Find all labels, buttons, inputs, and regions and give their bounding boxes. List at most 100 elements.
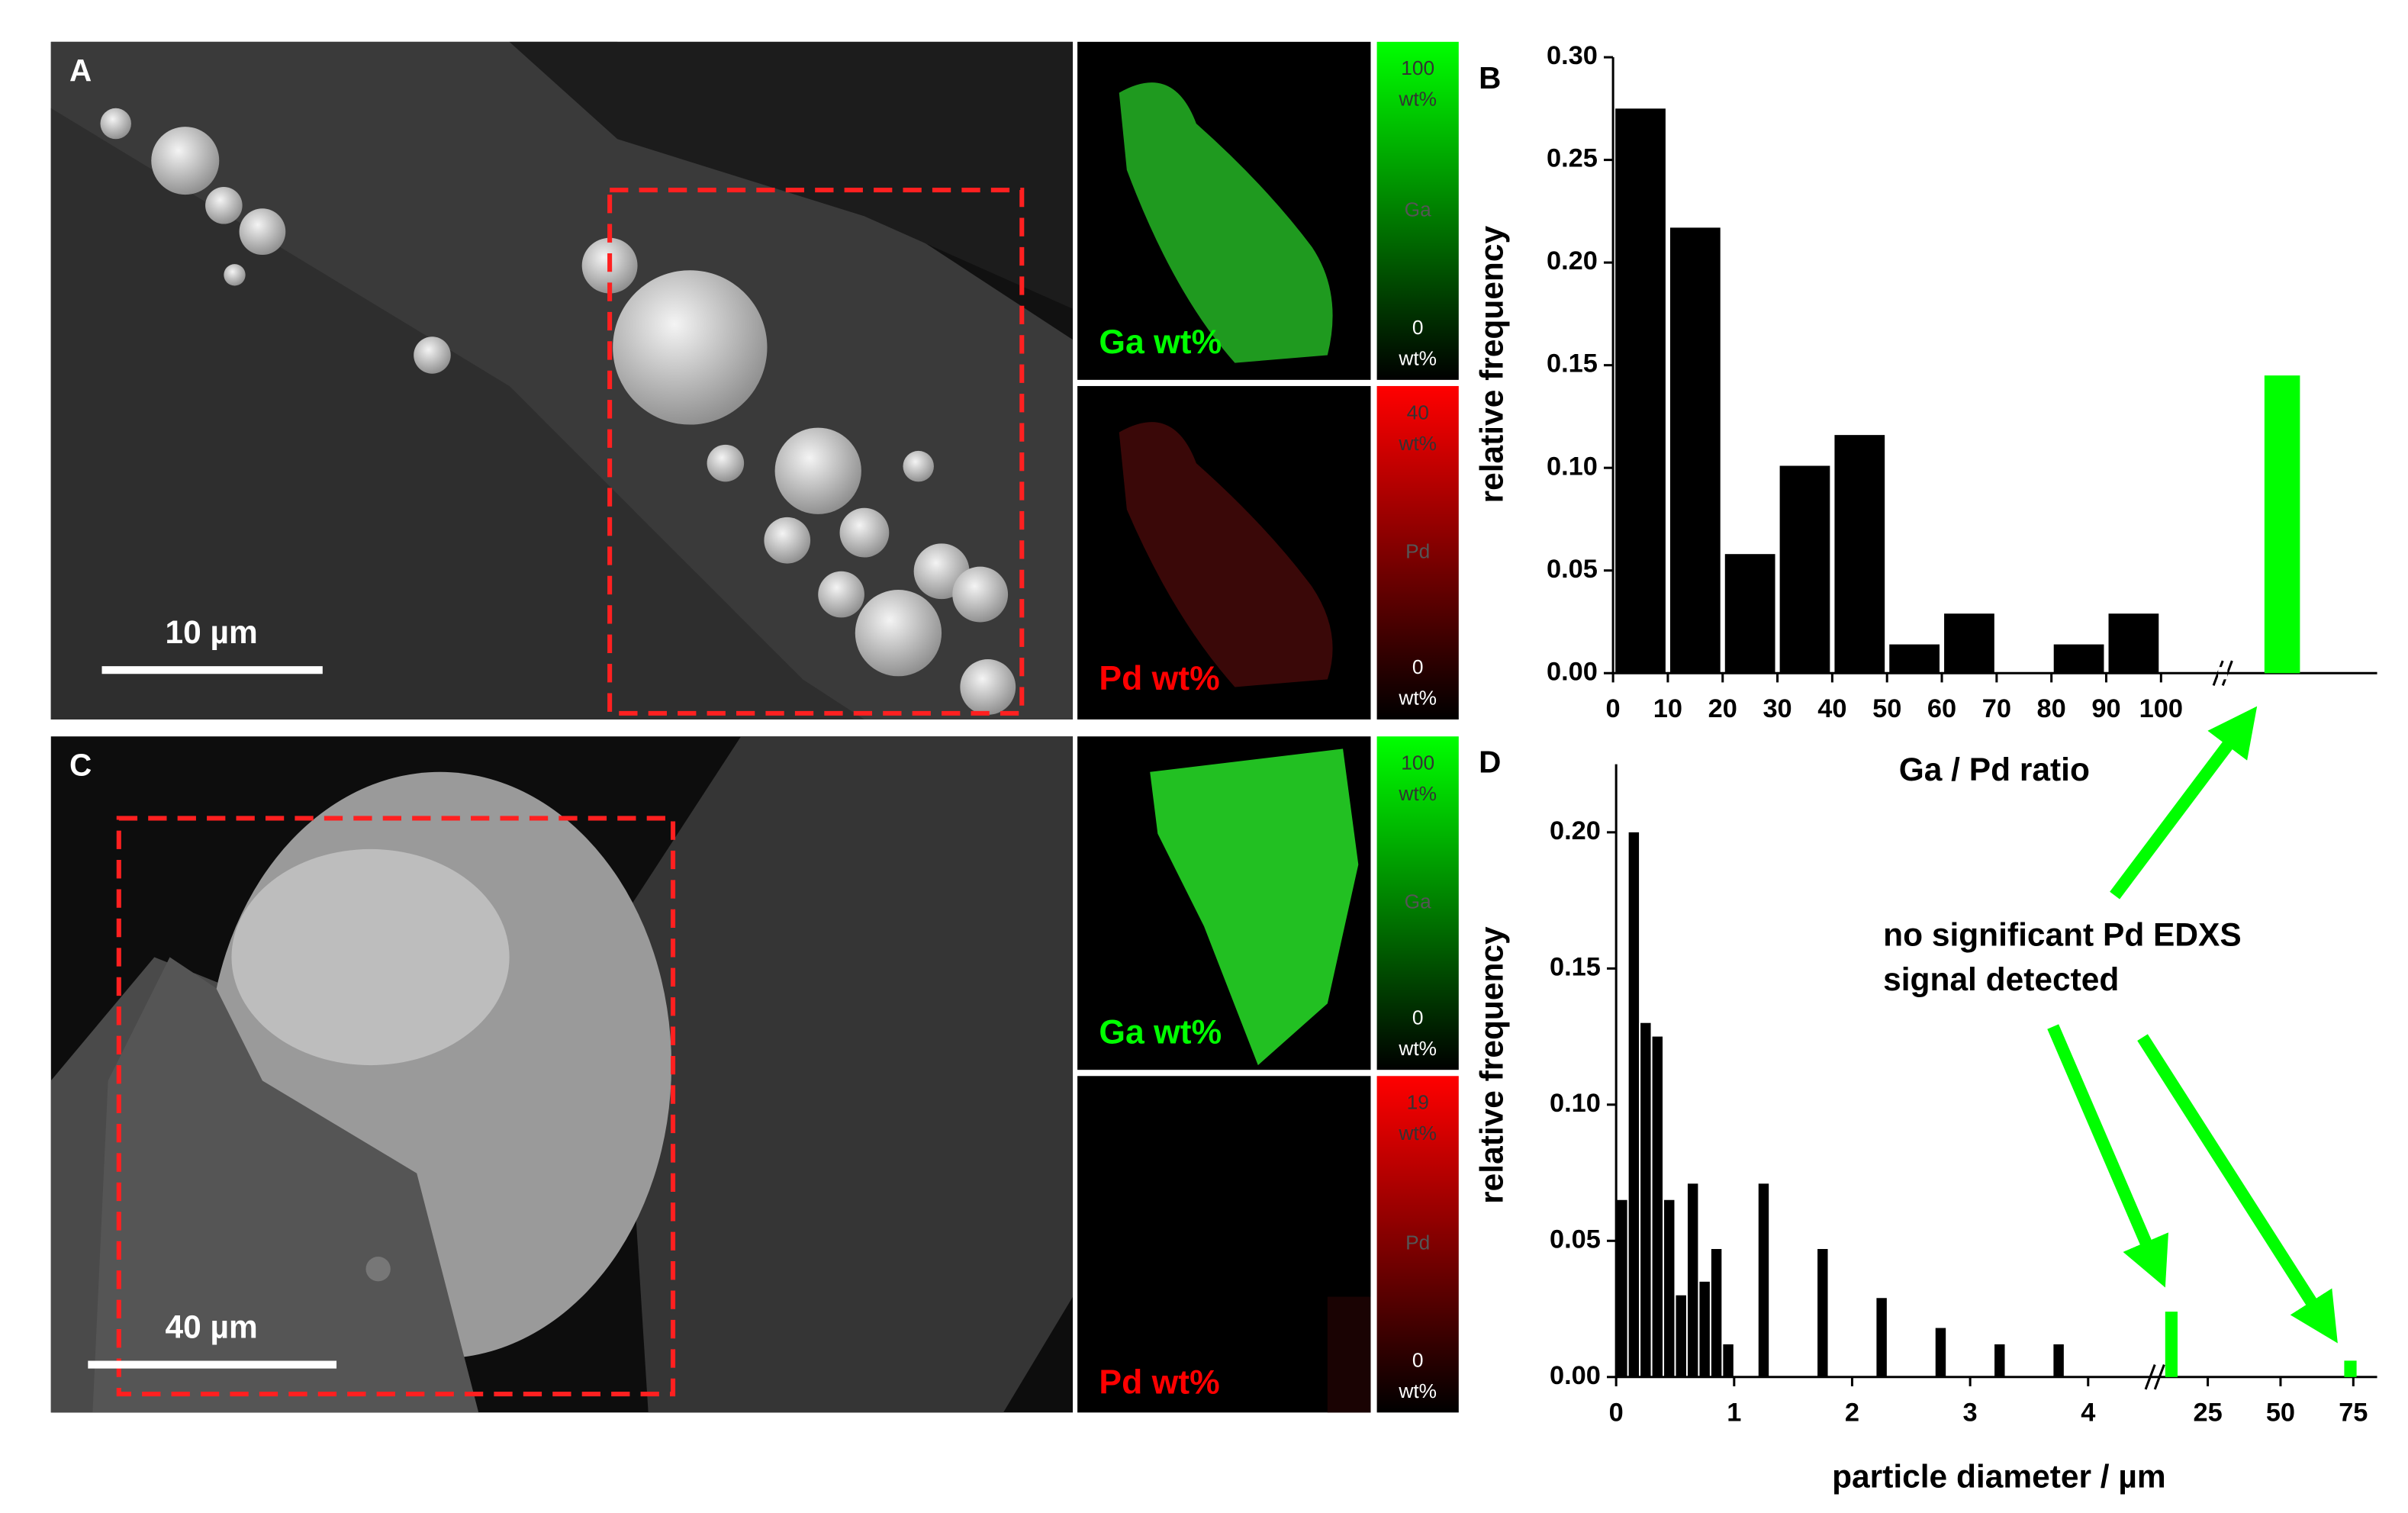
bar bbox=[1676, 1295, 1686, 1377]
bar bbox=[1834, 435, 1885, 674]
micrograph-a bbox=[50, 41, 1074, 719]
y-tick-label: 0.15 bbox=[1547, 349, 1598, 378]
y-tick-label: 0.00 bbox=[1547, 657, 1598, 686]
x-tick-label: 4 bbox=[2081, 1398, 2095, 1427]
x-tick-label: 50 bbox=[1872, 694, 1901, 723]
y-tick-label: 0.15 bbox=[1550, 952, 1601, 981]
bar bbox=[1664, 1199, 1675, 1377]
colorbar-max: 100 bbox=[1401, 752, 1434, 774]
bar bbox=[1640, 1022, 1651, 1377]
scale-bar-label: 40 µm bbox=[166, 1309, 258, 1345]
y-tick-label: 0.10 bbox=[1550, 1089, 1601, 1118]
bar bbox=[2053, 1344, 2064, 1377]
bar bbox=[1652, 1036, 1663, 1377]
bar bbox=[1935, 1328, 1946, 1377]
bar bbox=[1723, 1344, 1734, 1377]
map-label: Ga wt% bbox=[1099, 324, 1222, 361]
colorbar-min: 0 bbox=[1412, 655, 1424, 678]
x-axis-label: Ga / Pd ratio bbox=[1899, 752, 2090, 788]
bar bbox=[1779, 465, 1830, 674]
y-tick-label: 0.25 bbox=[1547, 144, 1598, 173]
y-tick-label: 0.20 bbox=[1550, 816, 1601, 845]
y-axis-label: relative frequency bbox=[1475, 226, 1511, 504]
x-tick-label: 1 bbox=[1727, 1398, 1741, 1427]
x2-tick-label: 75 bbox=[2339, 1398, 2368, 1427]
map-label: Pd wt% bbox=[1099, 1364, 1219, 1402]
colorbar-max: 100 bbox=[1401, 56, 1434, 79]
panel-label: A bbox=[69, 53, 92, 88]
colorbar-max: 19 bbox=[1407, 1091, 1429, 1114]
annotation: no significant Pd EDXS bbox=[1883, 917, 2242, 953]
map-ga-c bbox=[1077, 736, 1371, 1070]
x-tick-label: 20 bbox=[1708, 694, 1737, 723]
x-tick-label: 90 bbox=[2091, 694, 2120, 723]
y-tick-label: 0.00 bbox=[1550, 1361, 1601, 1390]
panel-label: D bbox=[1479, 744, 1501, 779]
colorbar bbox=[1376, 736, 1459, 1070]
break-bar bbox=[2344, 1360, 2357, 1377]
colorbar-min: 0 bbox=[1412, 1348, 1424, 1371]
x-tick-label: 100 bbox=[2139, 694, 2183, 723]
x-tick-label: 2 bbox=[1845, 1398, 1859, 1427]
x-tick-label: 0 bbox=[1606, 694, 1621, 723]
annotation-arrows bbox=[2047, 706, 2338, 1344]
bar bbox=[1711, 1249, 1722, 1377]
map-label: Pd wt% bbox=[1099, 660, 1219, 697]
colorbar-min: 0 bbox=[1412, 316, 1424, 339]
colorbar-max-unit: wt% bbox=[1398, 432, 1437, 455]
colorbar-min-unit: wt% bbox=[1398, 1379, 1437, 1402]
colorbar-max: 40 bbox=[1407, 401, 1429, 423]
y-tick-label: 0.05 bbox=[1547, 555, 1598, 584]
colorbar-min: 0 bbox=[1412, 1006, 1424, 1029]
colorbar-min-unit: wt% bbox=[1398, 1037, 1437, 1060]
colorbar bbox=[1376, 41, 1459, 380]
bar bbox=[1758, 1183, 1769, 1377]
bar bbox=[1876, 1298, 1887, 1377]
panel-label: C bbox=[69, 747, 92, 782]
colorbar bbox=[1376, 1076, 1459, 1413]
colorbar-element: Pd bbox=[1405, 1231, 1430, 1254]
bar bbox=[1724, 554, 1775, 674]
y-tick-label: 0.10 bbox=[1547, 452, 1598, 481]
colorbar-max-unit: wt% bbox=[1398, 88, 1437, 111]
panel-label: B bbox=[1479, 60, 1501, 95]
bar bbox=[1617, 1199, 1627, 1377]
x-tick-label: 80 bbox=[2037, 694, 2066, 723]
x-tick-label: 40 bbox=[1817, 694, 1846, 723]
bar bbox=[1944, 613, 1994, 674]
bar bbox=[1669, 227, 1721, 674]
bar bbox=[1687, 1183, 1698, 1377]
x-tick-label: 3 bbox=[1963, 1398, 1978, 1427]
break-bar bbox=[2264, 375, 2300, 674]
map-label: Ga wt% bbox=[1099, 1013, 1222, 1051]
bar bbox=[1615, 108, 1666, 674]
map-pd-a bbox=[1077, 385, 1371, 719]
bar bbox=[2108, 613, 2159, 674]
y-axis-label: relative frequency bbox=[1475, 926, 1511, 1204]
axis-break bbox=[2144, 660, 2233, 1390]
colorbar-min-unit: wt% bbox=[1398, 687, 1437, 710]
map-ga-a bbox=[1077, 41, 1371, 380]
break-bar bbox=[2165, 1312, 2178, 1377]
x2-tick-label: 25 bbox=[2193, 1398, 2222, 1427]
x-tick-label: 30 bbox=[1763, 694, 1792, 723]
bar bbox=[1699, 1281, 1710, 1377]
x-tick-label: 70 bbox=[1982, 694, 2011, 723]
bar bbox=[1817, 1249, 1828, 1377]
micrograph-c bbox=[50, 736, 1074, 1413]
colorbar bbox=[1376, 385, 1459, 719]
bar bbox=[1994, 1344, 2005, 1377]
colorbar-min-unit: wt% bbox=[1398, 347, 1437, 370]
colorbar-element: Ga bbox=[1405, 198, 1431, 221]
y-tick-label: 0.30 bbox=[1547, 41, 1598, 70]
y-tick-label: 0.20 bbox=[1547, 246, 1598, 275]
colorbar-element: Ga bbox=[1405, 890, 1431, 913]
colorbar-max-unit: wt% bbox=[1398, 782, 1437, 805]
x-tick-label: 10 bbox=[1653, 694, 1682, 723]
colorbar-element: Pd bbox=[1405, 539, 1430, 562]
x-tick-label: 60 bbox=[1927, 694, 1956, 723]
annotation: signal detected bbox=[1883, 962, 2119, 998]
bar bbox=[1628, 832, 1640, 1377]
